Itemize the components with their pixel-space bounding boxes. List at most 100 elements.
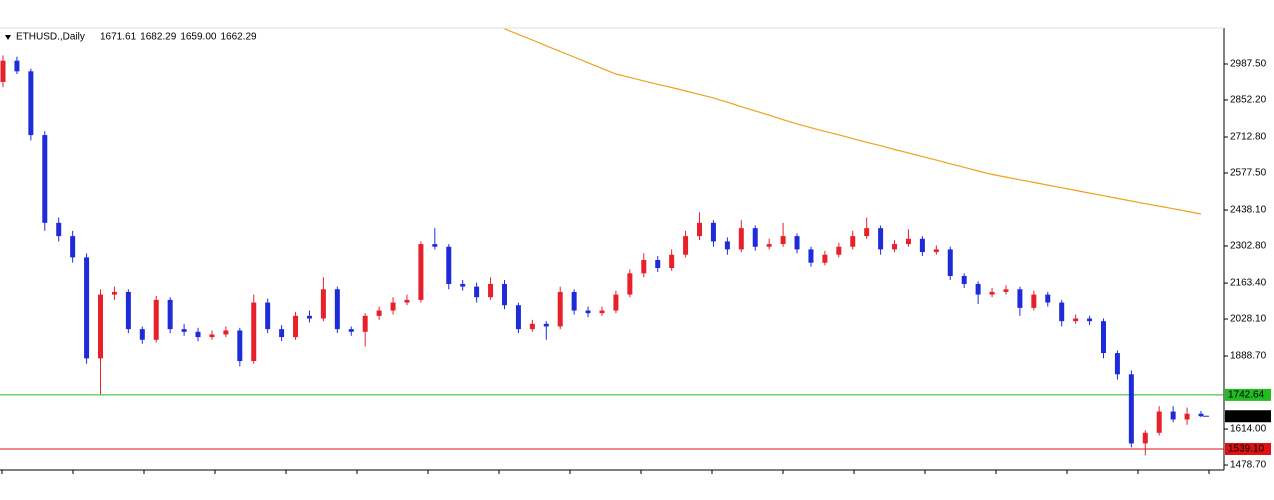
candle-body [446, 246, 452, 284]
candle-body [529, 323, 535, 330]
y-tick-label: 2577.50 [1230, 168, 1267, 179]
y-tick-label: 1888.70 [1230, 351, 1267, 362]
candle-body [501, 283, 507, 306]
candle-body [850, 236, 856, 247]
candle-body [1031, 294, 1037, 308]
level-label: 1742.64 [1228, 390, 1265, 401]
candle-body [362, 315, 368, 332]
candle-body [1142, 432, 1148, 444]
candle-body [306, 315, 312, 319]
quote-value: 1682.29 [140, 32, 177, 43]
candle-body [279, 329, 285, 338]
candle-body [28, 71, 34, 136]
candle-body [98, 294, 104, 359]
y-tick-label: 2163.40 [1230, 278, 1267, 289]
quote: 1671.61 1682.29 1659.00 1662.29 [100, 32, 257, 43]
candle-body [599, 310, 605, 314]
menu-triangle[interactable] [5, 35, 11, 40]
level-label: 1539.10 [1228, 444, 1265, 455]
plot [0, 28, 1224, 456]
candle-body [1128, 374, 1134, 444]
candle-body [14, 60, 20, 72]
candle-body [947, 249, 953, 276]
candle-body [808, 249, 814, 263]
y-tick-label: 2028.10 [1230, 314, 1267, 325]
candle-body [1184, 413, 1190, 420]
candle-body [515, 305, 521, 330]
candle-body [975, 283, 981, 295]
candle-body [418, 244, 424, 300]
y-tick-label: 2302.80 [1230, 241, 1267, 252]
candle-body [585, 310, 591, 314]
candle-body [641, 260, 647, 274]
candle-body [1003, 289, 1009, 292]
level-tag [1225, 442, 1271, 455]
candle-body [557, 291, 563, 327]
candle-body [1198, 413, 1204, 417]
candle-body [613, 294, 619, 311]
candle-body [905, 238, 911, 245]
candle-body [460, 283, 466, 287]
candle-body [265, 302, 271, 330]
candle-body [627, 273, 633, 295]
candle-body [878, 228, 884, 250]
candle-body [1087, 318, 1093, 322]
candle-body [195, 331, 201, 338]
candle-body [766, 244, 772, 247]
candle-body [933, 249, 939, 253]
quote-value: 1662.29 [220, 32, 257, 43]
price-axis: 2987.50 2852.20 2712.80 2577.50 2438.10 2302.… [1, 59, 1271, 474]
y-tick-label: 2852.20 [1230, 95, 1267, 106]
candle-body [153, 299, 159, 340]
candle-body [697, 222, 703, 237]
candle-body [738, 228, 744, 250]
candle-body [223, 330, 229, 335]
candle-body [1156, 411, 1162, 433]
candle-body [111, 291, 117, 295]
candle-body [348, 329, 354, 332]
quote-value: 1659.00 [180, 32, 217, 43]
candle-body [404, 299, 410, 303]
quote-value: 1671.61 [100, 32, 137, 43]
candle-body [989, 291, 995, 295]
candle-body [167, 299, 173, 330]
y-tick-label: 1614.00 [1230, 424, 1267, 435]
last-price-label: 1662.29 [1228, 411, 1265, 422]
candle-body [669, 254, 675, 269]
candle-body [390, 302, 396, 311]
symbol-title: ETHUSD.,Daily [16, 32, 85, 43]
candle-body [961, 275, 967, 284]
candle-body [780, 236, 786, 245]
candle-body [543, 323, 549, 327]
y-tick-label: 2987.50 [1230, 59, 1267, 70]
candle-body [836, 246, 842, 255]
candle-body [209, 334, 215, 338]
candle-body [724, 241, 730, 250]
candle-body [794, 236, 800, 250]
candle-body [237, 330, 243, 362]
y-tick-label: 1478.70 [1230, 460, 1267, 471]
candle-body [70, 236, 76, 258]
candle-body [293, 315, 299, 338]
candle-body [571, 291, 577, 311]
last-price-tag [1225, 410, 1271, 423]
candle-body [474, 286, 480, 298]
candle-body [334, 289, 340, 330]
candle-body [655, 260, 661, 269]
candle-body [320, 289, 326, 319]
candle-body [181, 329, 187, 332]
candle-body [710, 222, 716, 242]
candle-body [251, 302, 257, 362]
candle-body [432, 244, 438, 247]
candle-body [752, 228, 758, 247]
candle-body [1114, 353, 1120, 375]
candle-body [1100, 321, 1106, 354]
candle-body [0, 60, 6, 82]
candle-body [1045, 294, 1051, 303]
moving-average [504, 28, 1202, 215]
candle-body [56, 222, 62, 237]
candle-body [892, 244, 898, 250]
